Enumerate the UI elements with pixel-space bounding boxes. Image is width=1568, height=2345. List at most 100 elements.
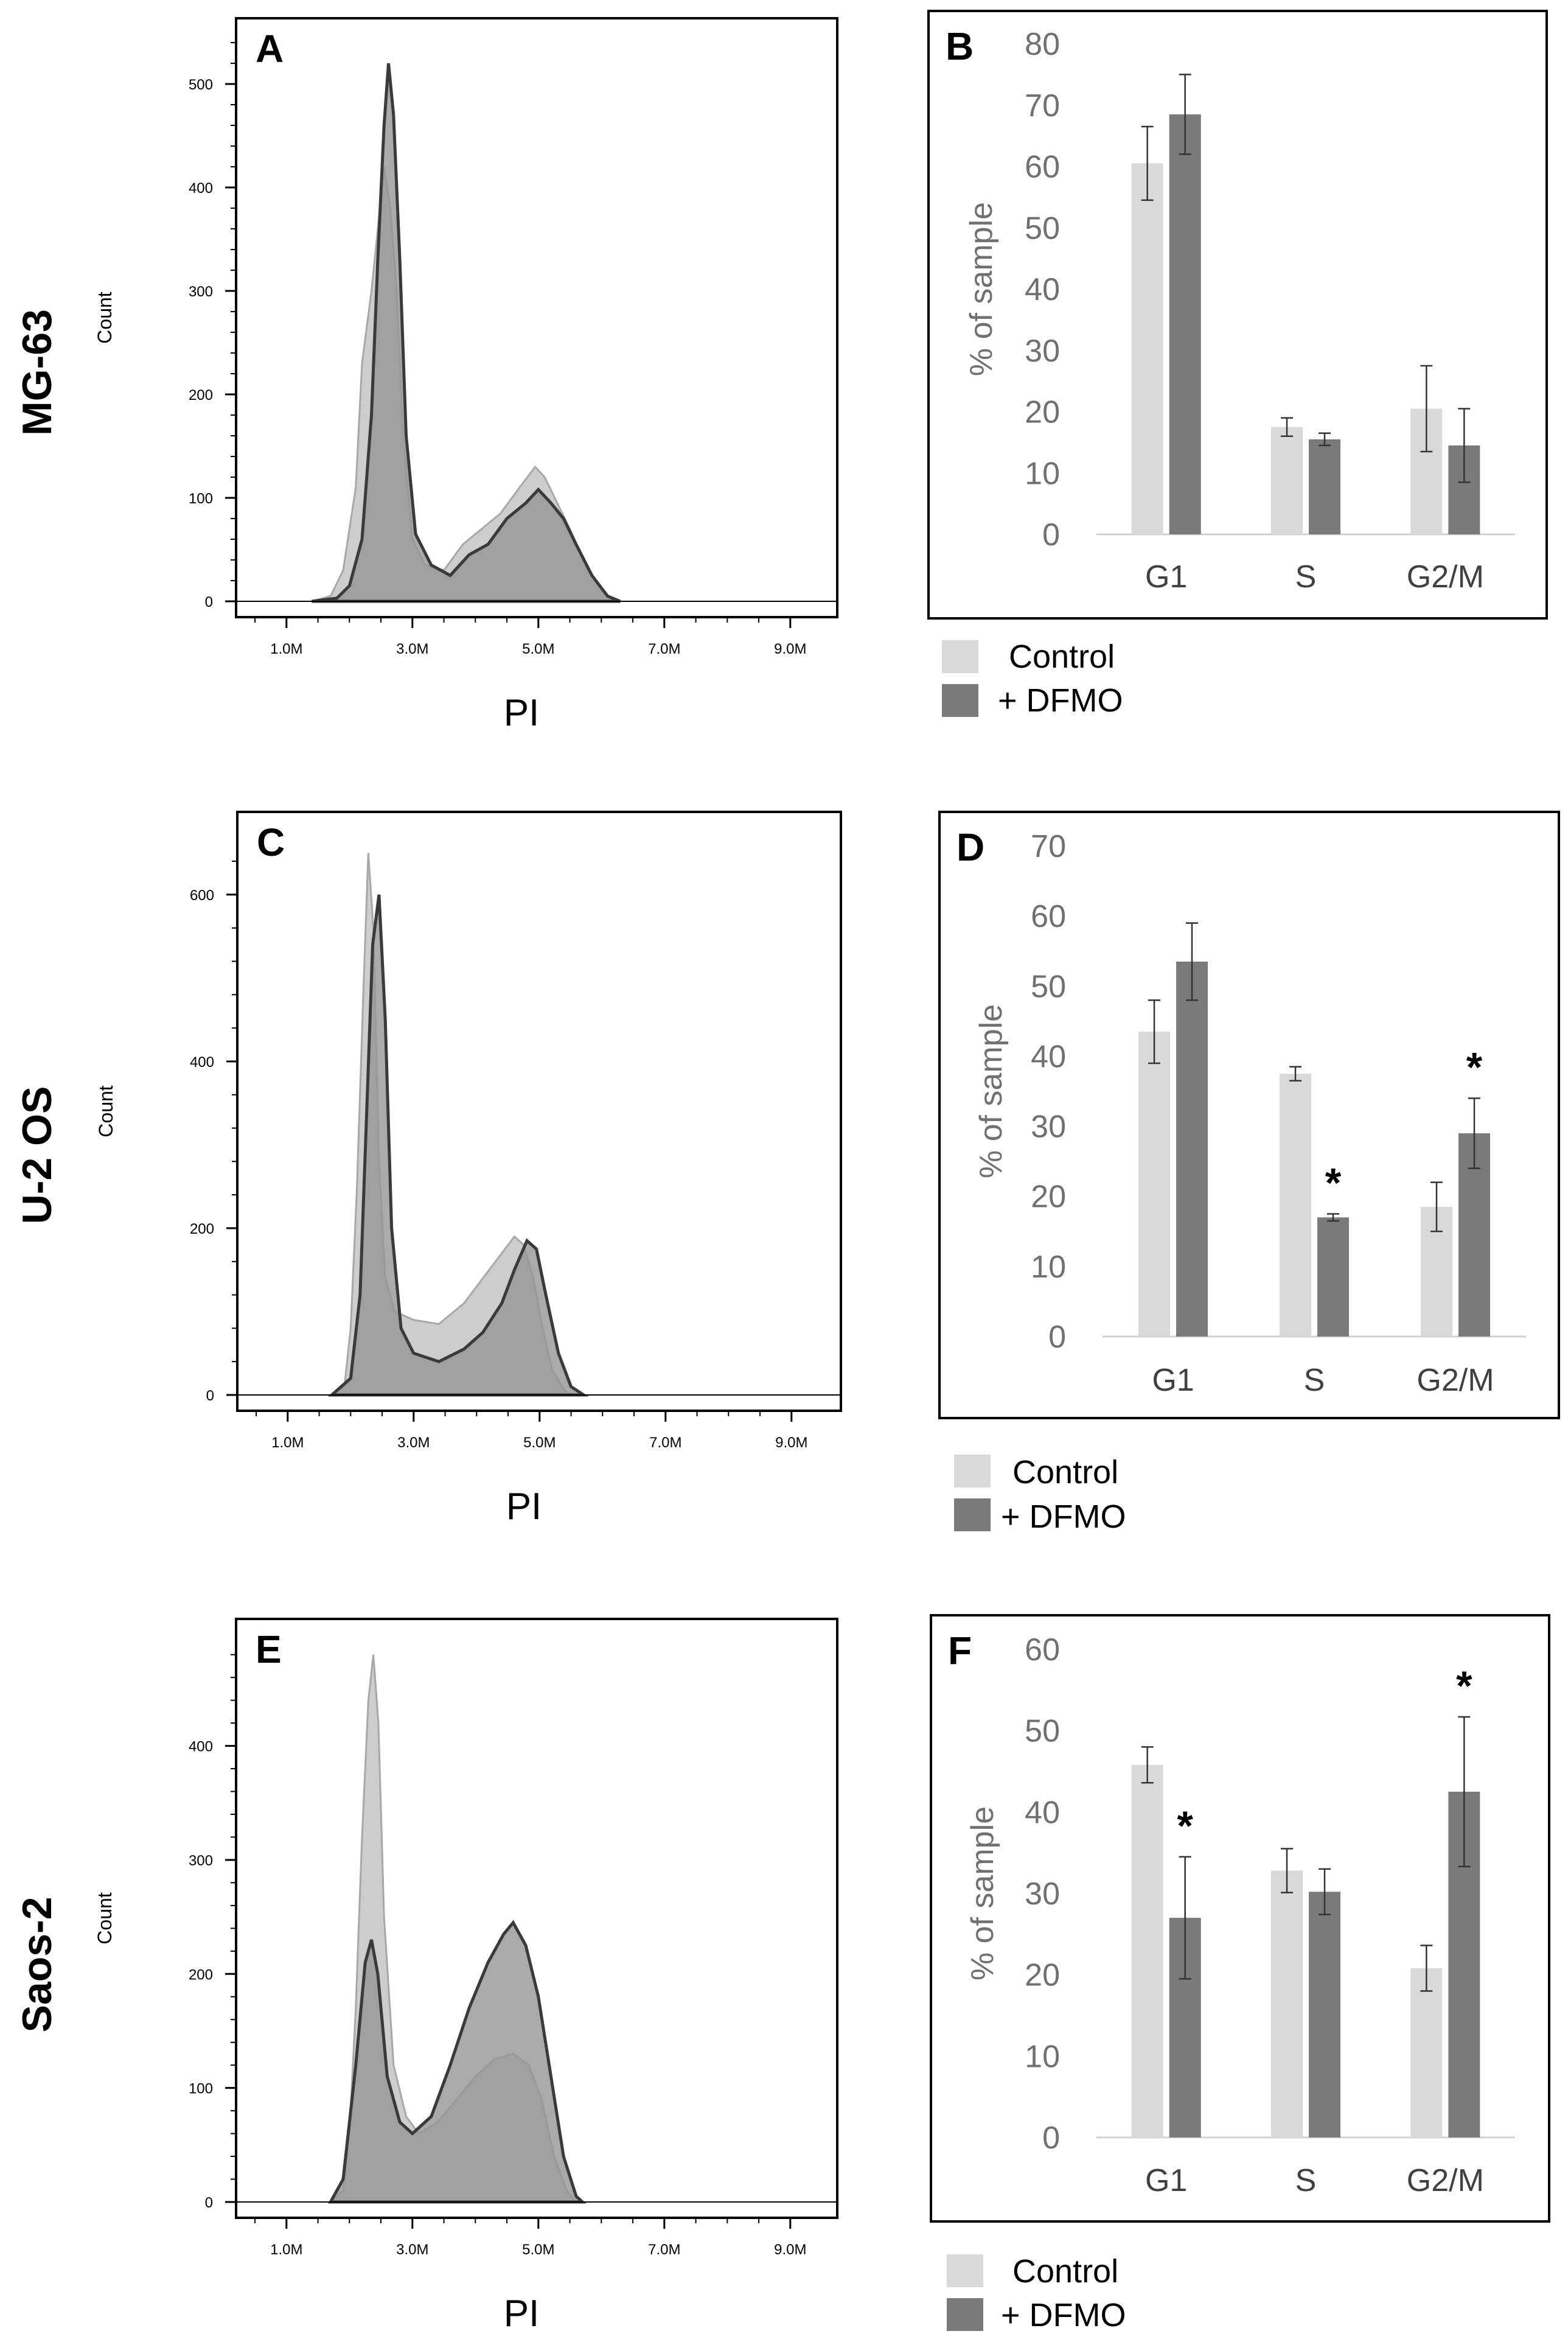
histogram-panel-e: 1.0M 3.0M 5.0M 7.0M 9.0M 0 100 200 300 400 Count PI…	[94, 1618, 838, 2335]
bar-control	[1138, 1032, 1170, 1337]
bar-panel-b: 0 10 20 30 40 50 60 70 80 G1 S G2/M % of sample B	[927, 10, 1548, 620]
y-axis-label: Count	[94, 1892, 116, 1945]
significance-star: *	[1456, 1663, 1472, 1709]
bar-panel-f: 0 10 20 30 40 50 60 G1 * S G2/M * % of sample F	[930, 1614, 1550, 2223]
histogram-dfmo-area	[311, 63, 621, 603]
y-axis-label: % of sample	[964, 202, 999, 376]
y-tick-label: 20	[1025, 395, 1060, 430]
x-tick-label: 5.0M	[523, 1435, 556, 1451]
chart-frame	[930, 1614, 1550, 2223]
y-tick-label: 0	[206, 1388, 214, 1404]
x-tick-label: 7.0M	[648, 2242, 680, 2258]
x-tick-label: 1.0M	[270, 641, 302, 657]
y-tick-label: 30	[1031, 1110, 1066, 1145]
y-axis-label: % of sample	[965, 1806, 1000, 1980]
row-label-mg63: MG-63	[14, 309, 60, 436]
category-label: G1	[1145, 2163, 1187, 2198]
y-tick-label: 100	[189, 491, 213, 507]
legend-swatch-dfmo	[942, 684, 978, 717]
y-axis-label: % of sample	[974, 1004, 1009, 1178]
y-tick-label: 70	[1025, 88, 1060, 124]
legend-f: Control + DFMO	[947, 2253, 1126, 2333]
x-axis-label: PI	[504, 2293, 540, 2335]
y-tick-label: 200	[189, 1966, 213, 1983]
histogram-panel-a: 1.0M 3.0M 5.0M 7.0M 9.0M 0 100 200 300 400 500 Coun…	[94, 17, 838, 734]
x-axis-label: PI	[506, 1486, 542, 1528]
histogram-panel-c: 1.0M 3.0M 5.0M 7.0M 9.0M 0 200 400 600 Count PI C	[95, 811, 842, 1528]
legend-b: Control + DFMO	[942, 638, 1123, 719]
y-tick-label: 500	[189, 77, 213, 93]
y-tick-label: 40	[1025, 272, 1060, 307]
y-tick-label: 50	[1025, 211, 1060, 246]
y-tick-label: 10	[1031, 1249, 1066, 1285]
panel-letter: A	[256, 27, 284, 71]
category-label: S	[1295, 2163, 1317, 2198]
y-tick-label: 0	[1042, 2120, 1060, 2156]
category-label: G2/M	[1416, 1363, 1494, 1398]
plot-frame	[235, 17, 838, 618]
x-tick-label: 1.0M	[271, 1435, 304, 1451]
histogram-dfmo-area	[327, 894, 589, 1397]
bar-dfmo	[1309, 439, 1340, 534]
category-label: S	[1295, 559, 1317, 595]
legend-swatch-control	[942, 640, 978, 673]
x-tick-label: 9.0M	[774, 2242, 806, 2258]
y-tick-label: 20	[1025, 1958, 1060, 1993]
significance-star: *	[1325, 1160, 1342, 1206]
y-axis-label: Count	[95, 1085, 117, 1138]
x-tick-label: 9.0M	[774, 641, 806, 657]
y-tick-label: 0	[205, 594, 213, 610]
legend-label-control: Control	[1012, 1454, 1118, 1491]
y-tick-label: 300	[189, 1853, 213, 1869]
legend-swatch-dfmo	[947, 2298, 983, 2331]
x-tick-label: 1.0M	[270, 2242, 302, 2258]
y-tick-label: 0	[1042, 517, 1060, 553]
bar-dfmo	[1309, 1892, 1340, 2137]
panel-letter: B	[946, 24, 974, 68]
x-tick-label: 5.0M	[522, 2242, 554, 2258]
legend-label-dfmo: + DFMO	[998, 682, 1123, 719]
bar-control	[1131, 163, 1163, 534]
y-tick-label: 60	[1025, 1632, 1060, 1668]
y-tick-label: 30	[1025, 334, 1060, 369]
y-tick-label: 50	[1031, 969, 1066, 1004]
x-tick-label: 5.0M	[522, 641, 554, 657]
y-tick-label: 70	[1031, 829, 1066, 864]
panel-letter: D	[956, 825, 984, 869]
x-tick-label: 7.0M	[648, 641, 680, 657]
legend-swatch-dfmo	[954, 1498, 991, 1531]
y-tick-label: 40	[1025, 1795, 1060, 1830]
x-tick-label: 3.0M	[397, 1435, 430, 1451]
y-tick-label: 200	[190, 1221, 214, 1237]
y-tick-label: 20	[1031, 1179, 1066, 1215]
x-axis-label: PI	[504, 692, 540, 734]
legend-label-control: Control	[1012, 2253, 1118, 2290]
y-tick-label: 10	[1025, 2039, 1060, 2074]
bar-control	[1131, 1764, 1163, 2137]
y-axis-label: Count	[94, 292, 116, 344]
chart-frame	[938, 811, 1560, 1419]
x-tick-label: 9.0M	[775, 1435, 807, 1451]
category-label: G1	[1152, 1363, 1194, 1398]
panel-letter: C	[257, 820, 285, 864]
panel-letter: E	[256, 1627, 282, 1671]
legend-label-dfmo: + DFMO	[1001, 2297, 1126, 2333]
bar-control	[1271, 1870, 1303, 2137]
y-tick-label: 400	[190, 1054, 214, 1071]
x-tick-label: 3.0M	[396, 2242, 428, 2258]
legend-label-dfmo: + DFMO	[1001, 1498, 1126, 1535]
y-tick-label: 10	[1025, 456, 1060, 491]
y-tick-label: 60	[1025, 150, 1060, 185]
y-tick-label: 40	[1031, 1039, 1066, 1074]
y-tick-label: 30	[1025, 1876, 1060, 1912]
row-label-saos2: Saos-2	[14, 1897, 60, 2033]
chart-frame	[927, 10, 1548, 620]
legend-label-control: Control	[1009, 638, 1115, 675]
y-tick-label: 50	[1025, 1714, 1060, 1749]
row-label-u2os: U-2 OS	[14, 1086, 60, 1225]
y-tick-label: 200	[189, 387, 213, 404]
bar-control	[1271, 427, 1303, 534]
y-tick-label: 100	[189, 2081, 213, 2097]
y-tick-label: 400	[189, 1739, 213, 1755]
significance-star: *	[1177, 1803, 1193, 1849]
